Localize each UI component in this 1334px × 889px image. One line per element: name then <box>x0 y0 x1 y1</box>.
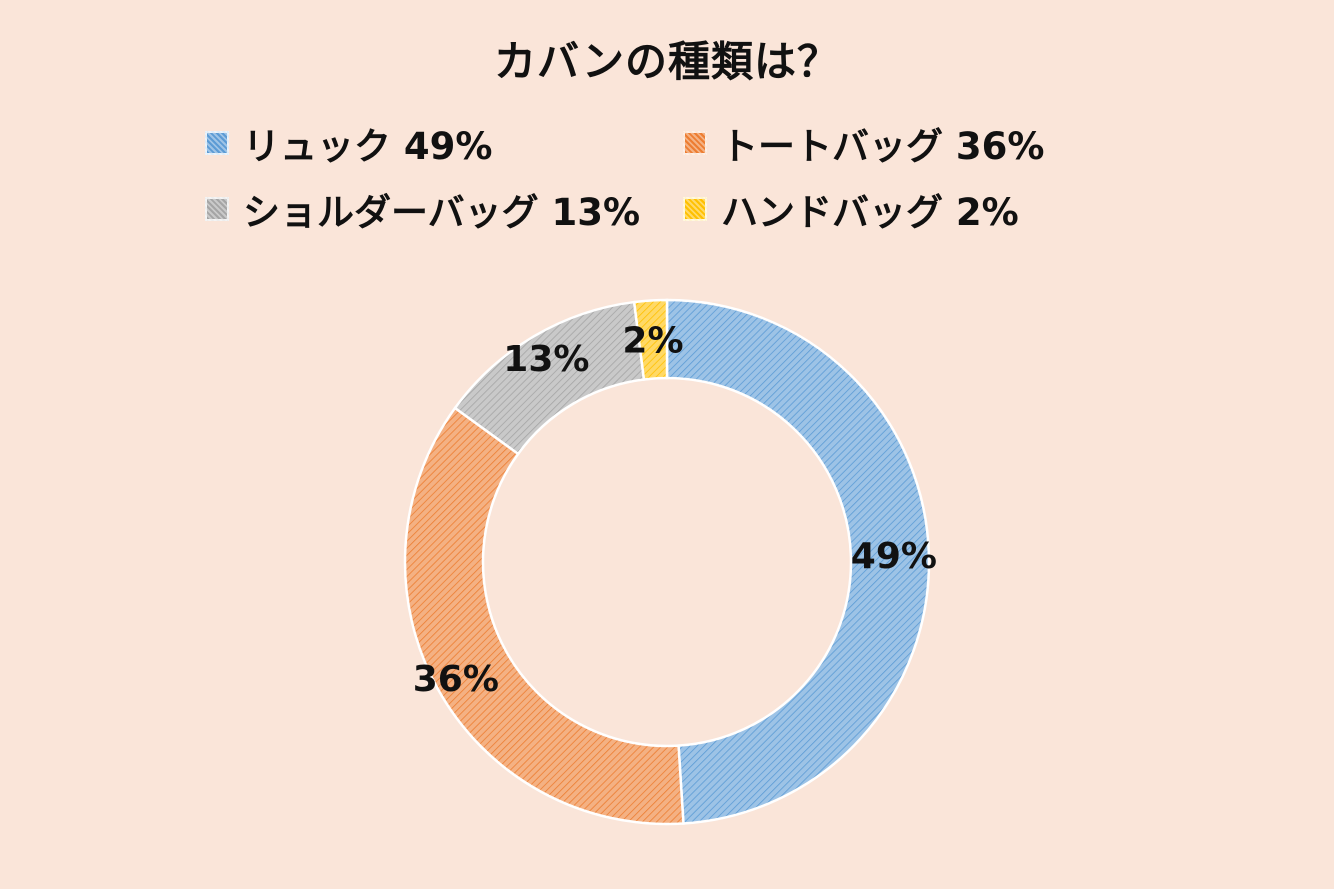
donut-slice-backpack <box>665 298 931 825</box>
legend-swatch-handbag <box>683 197 707 221</box>
data-label-backpack: 49% <box>851 536 937 577</box>
donut-slice-tote-bag <box>403 406 685 826</box>
chart-legend: リュック 49% トートバッグ 36% ショルダーバッグ 13% ハンドバッグ … <box>0 0 1334 240</box>
legend-item-handbag: ハンドバッグ 2% <box>683 182 1019 236</box>
data-label-handbag: 2% <box>622 320 683 361</box>
legend-label-tote-bag: トートバッグ 36% <box>721 125 1045 168</box>
legend-swatch-shoulder-bag <box>205 197 229 221</box>
legend-swatch-tote-bag <box>683 131 707 155</box>
chart-title: カバンの種類は？ <box>493 37 841 86</box>
legend-swatch-backpack <box>205 131 229 155</box>
legend-item-shoulder-bag: ショルダーバッグ 13% <box>205 182 640 236</box>
data-label-shoulder-bag: 13% <box>503 339 589 380</box>
legend-label-handbag: ハンドバッグ 2% <box>721 191 1019 234</box>
donut-slices <box>403 298 931 826</box>
legend-item-tote-bag: トートバッグ 36% <box>683 116 1044 170</box>
donut-slice-handbag <box>632 298 669 381</box>
legend-label-shoulder-bag: ショルダーバッグ 13% <box>243 191 641 234</box>
data-label-tote-bag: 36% <box>413 659 499 700</box>
legend-item-backpack: リュック 49% <box>205 116 492 170</box>
donut-labels: 49% 36% 13% 2% <box>413 320 937 700</box>
legend-label-backpack: リュック 49% <box>243 125 493 168</box>
